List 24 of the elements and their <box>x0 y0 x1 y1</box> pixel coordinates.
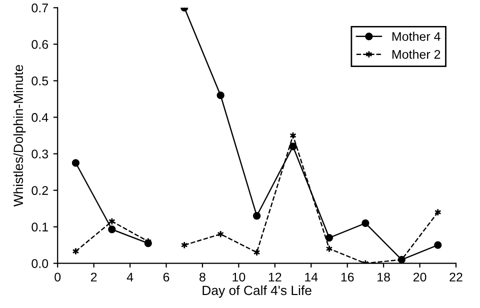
x-tick-label: 18 <box>378 272 390 282</box>
x-tick-label: 14 <box>305 272 318 282</box>
y-tick-label: 0.6 <box>32 40 48 49</box>
x-tick-label: 22 <box>450 272 462 282</box>
y-tick-label: 0.2 <box>32 186 48 195</box>
x-tick-label: 0 <box>54 272 61 282</box>
y-tick-label: 0.3 <box>32 150 48 158</box>
y-tick-label: 0.7 <box>32 4 48 12</box>
y-tick-label: 0.1 <box>32 222 48 232</box>
x-axis-title: Day of Calf 4's Life <box>202 285 312 298</box>
legend-label: Mother 4 <box>392 32 440 41</box>
y-tick-label: 0.5 <box>32 76 48 86</box>
x-tick-label: 4 <box>126 272 134 282</box>
x-tick-label: 16 <box>341 272 354 282</box>
x-tick-label: 2 <box>90 272 97 282</box>
x-tick-label: 20 <box>413 272 426 282</box>
y-axis-title: Whistles/Dolphin-Minute <box>13 64 26 207</box>
y-tick-label: 0.0 <box>32 259 48 268</box>
x-tick-label: 8 <box>200 272 206 282</box>
legend-label: Mother 2 <box>392 50 440 59</box>
x-tick-label: 12 <box>268 272 282 282</box>
x-tick-label: 10 <box>232 272 246 282</box>
x-tick-label: 6 <box>163 272 170 282</box>
y-tick-label: 0.4 <box>32 113 48 122</box>
